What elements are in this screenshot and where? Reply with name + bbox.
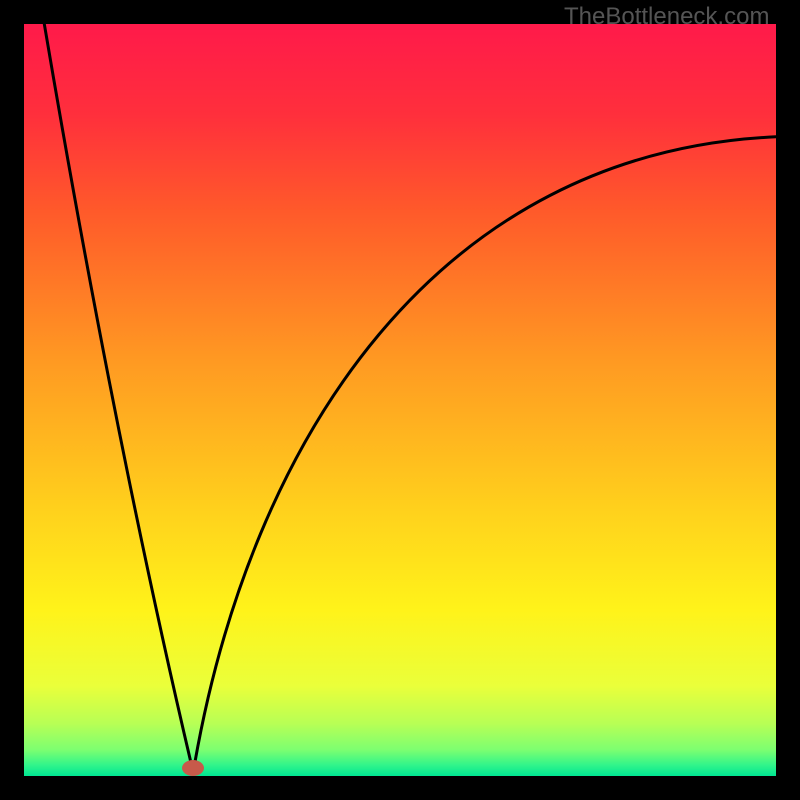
- v-curve: [24, 24, 776, 776]
- chart-stage: TheBottleneck.com: [0, 0, 800, 800]
- watermark-text: TheBottleneck.com: [564, 3, 769, 31]
